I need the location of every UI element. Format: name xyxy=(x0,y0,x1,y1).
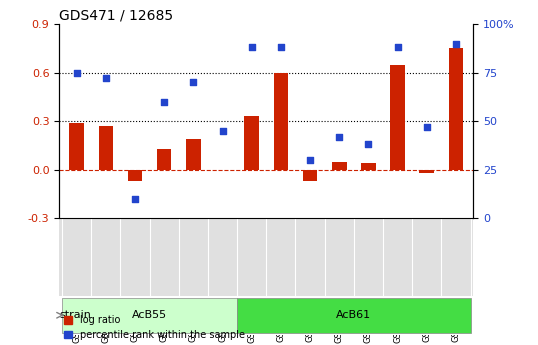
Point xyxy=(189,80,197,85)
Text: AcB55: AcB55 xyxy=(132,310,167,320)
Point xyxy=(393,45,402,50)
Bar xyxy=(157,149,172,170)
Bar xyxy=(69,123,84,170)
Bar xyxy=(186,139,201,170)
Point xyxy=(247,45,256,50)
Point xyxy=(218,128,227,134)
Text: GDS471 / 12685: GDS471 / 12685 xyxy=(59,9,173,23)
Point xyxy=(131,196,139,201)
Text: AcB61: AcB61 xyxy=(336,310,371,320)
Bar xyxy=(244,116,259,170)
Point xyxy=(335,134,344,139)
Bar xyxy=(390,65,405,170)
Text: strain: strain xyxy=(60,310,91,320)
Point xyxy=(160,99,168,105)
Bar xyxy=(420,170,434,173)
Bar xyxy=(98,126,113,170)
Bar xyxy=(361,163,376,170)
Legend: log ratio, percentile rank within the sample: log ratio, percentile rank within the sa… xyxy=(64,315,245,340)
Point xyxy=(422,124,431,130)
Point xyxy=(306,157,314,163)
Bar xyxy=(274,73,288,170)
FancyBboxPatch shape xyxy=(237,298,471,333)
Bar xyxy=(128,170,143,181)
FancyBboxPatch shape xyxy=(62,298,237,333)
Point xyxy=(364,142,373,147)
Bar xyxy=(303,170,317,181)
Point xyxy=(451,41,460,46)
Bar xyxy=(332,161,346,170)
Bar xyxy=(449,48,463,170)
Point xyxy=(277,45,285,50)
Point xyxy=(102,76,110,81)
Point xyxy=(73,70,81,76)
